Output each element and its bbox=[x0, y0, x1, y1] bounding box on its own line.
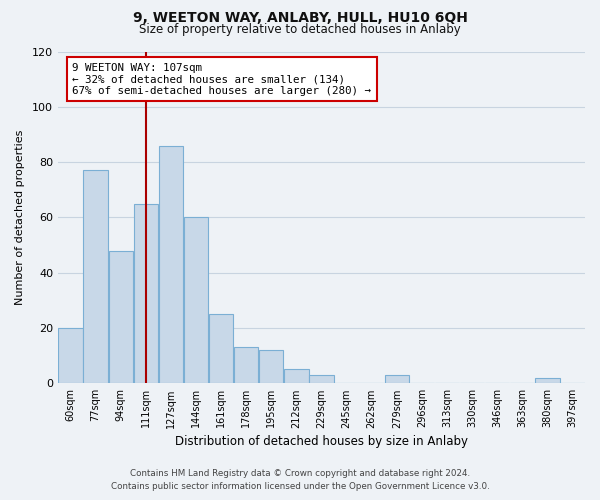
Bar bbox=[159, 146, 183, 384]
X-axis label: Distribution of detached houses by size in Anlaby: Distribution of detached houses by size … bbox=[175, 434, 468, 448]
Bar bbox=[109, 250, 133, 384]
Bar bbox=[184, 218, 208, 384]
Bar bbox=[385, 375, 409, 384]
Bar bbox=[134, 204, 158, 384]
Text: 9, WEETON WAY, ANLABY, HULL, HU10 6QH: 9, WEETON WAY, ANLABY, HULL, HU10 6QH bbox=[133, 11, 467, 25]
Bar bbox=[259, 350, 283, 384]
Text: 9 WEETON WAY: 107sqm
← 32% of detached houses are smaller (134)
67% of semi-deta: 9 WEETON WAY: 107sqm ← 32% of detached h… bbox=[73, 62, 371, 96]
Bar bbox=[309, 375, 334, 384]
Y-axis label: Number of detached properties: Number of detached properties bbox=[15, 130, 25, 305]
Text: Contains HM Land Registry data © Crown copyright and database right 2024.
Contai: Contains HM Land Registry data © Crown c… bbox=[110, 469, 490, 491]
Bar bbox=[284, 370, 308, 384]
Bar bbox=[535, 378, 560, 384]
Bar bbox=[234, 348, 259, 384]
Bar bbox=[209, 314, 233, 384]
Bar bbox=[83, 170, 108, 384]
Bar bbox=[58, 328, 83, 384]
Text: Size of property relative to detached houses in Anlaby: Size of property relative to detached ho… bbox=[139, 22, 461, 36]
